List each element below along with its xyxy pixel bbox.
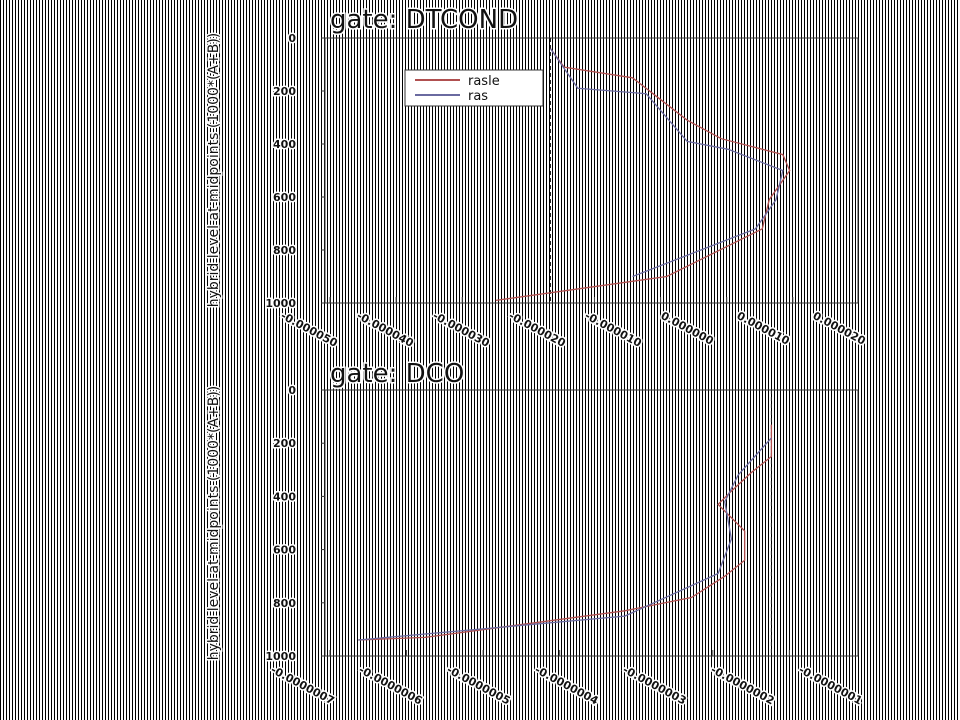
x-tick-label: -0.0000003 (621, 663, 689, 707)
plot-frame (324, 389, 859, 657)
series-line-ras (549, 48, 784, 278)
y-tick-label: 0 (288, 32, 296, 45)
y-tick-label: 800 (273, 597, 296, 610)
y-tick-label: 1000 (265, 650, 296, 663)
x-tick-label: -0.000010 (583, 309, 644, 350)
y-tick-label: 600 (273, 544, 296, 557)
x-tick-label: 0.000010 (735, 309, 792, 348)
x-tick-label: -0.0000005 (445, 663, 513, 707)
x-tick-label: 0.000020 (811, 309, 868, 348)
legend-label: rasle (468, 74, 500, 89)
y-tick-label: 400 (273, 490, 296, 503)
legend-box (404, 69, 544, 107)
y-tick-label: 800 (273, 244, 296, 257)
y-tick-label: 400 (273, 138, 296, 151)
plot-frame (324, 37, 859, 304)
x-tick-label: -0.000030 (431, 309, 492, 350)
y-tick-label: 1000 (265, 297, 296, 310)
y-tick-label: 600 (273, 191, 296, 204)
chart-title: gate: DTCOND (330, 5, 518, 35)
chart-panel-1: gate: DTCOND hybrid level at midpoints (1… (205, 4, 870, 352)
x-tick-label: -0.000050 (279, 309, 340, 350)
x-tick-label: -0.000020 (507, 309, 568, 350)
y-tick-label: 0 (288, 384, 296, 397)
y-axis-label: hybrid level at midpoints (1000*(A+B)) (206, 386, 222, 661)
series-line-ras (358, 437, 772, 641)
chart-title: gate: DCO (330, 359, 464, 389)
x-tick-label: -0.000040 (355, 309, 416, 350)
x-tick-label: 0.000000 (659, 309, 716, 348)
y-axis-label: hybrid level at midpoints (1000*(A+B)) (206, 33, 222, 308)
legend-label: ras (468, 89, 488, 104)
x-tick-label: -0.0000001 (797, 663, 865, 707)
y-tick-label: 200 (273, 85, 296, 98)
x-tick-label: -0.0000004 (533, 663, 601, 707)
chart-panel-2: gate: DCO hybrid level at midpoints (1000… (205, 358, 866, 710)
series-line-rasle (495, 48, 791, 302)
x-tick-label: -0.0000007 (269, 663, 337, 707)
y-tick-label: 200 (273, 437, 296, 450)
x-tick-label: -0.0000006 (357, 663, 425, 707)
x-tick-label: -0.0000002 (709, 663, 777, 707)
series-line-rasle (358, 424, 773, 641)
